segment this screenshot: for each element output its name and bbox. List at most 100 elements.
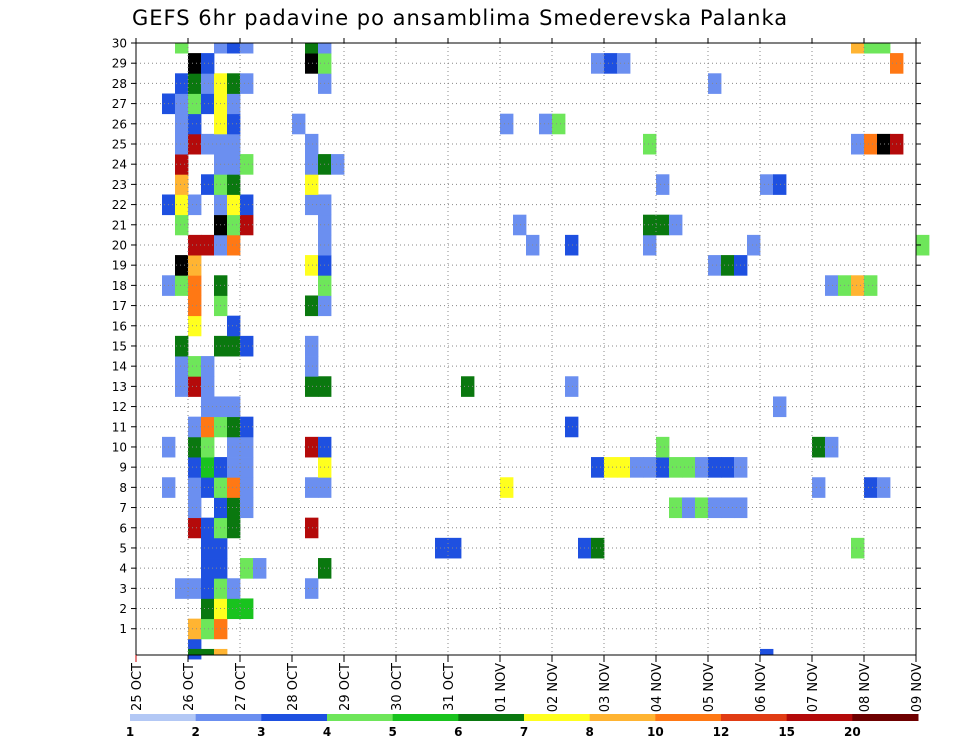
precip-cell: [448, 537, 462, 559]
y-tick-label: 23: [112, 178, 127, 192]
precip-cell: [201, 53, 215, 74]
precip-cell: [227, 214, 241, 236]
y-tick-label: 20: [112, 238, 127, 252]
precip-cell: [240, 598, 254, 620]
legend-label: 20: [844, 725, 861, 739]
precip-cell: [708, 457, 722, 478]
precip-cell: [201, 356, 215, 377]
x-tick-label: 01 NOV: [494, 663, 509, 712]
y-tick-label: 8: [119, 481, 127, 495]
precip-cell: [253, 558, 267, 579]
y-tick-label: 18: [112, 279, 127, 293]
precip-cell: [201, 648, 215, 656]
precip-cell: [175, 194, 189, 216]
y-tick-label: 11: [112, 420, 127, 434]
precip-cell: [201, 477, 215, 498]
x-tick-label: 02 NOV: [546, 663, 561, 712]
precip-cell: [669, 214, 683, 236]
precip-cell: [760, 648, 774, 656]
y-tick-label: 30: [112, 37, 127, 51]
chart-title: GEFS 6hr padavine po ansamblima Smederev…: [132, 6, 789, 30]
legend-swatch: [721, 714, 788, 721]
precip-cell: [864, 477, 878, 498]
legend-swatch: [524, 714, 591, 721]
precip-cell: [240, 436, 254, 458]
precip-cell: [318, 43, 332, 54]
precip-cell: [227, 396, 241, 418]
precip-cell: [305, 517, 319, 539]
y-tick-label: 5: [119, 541, 127, 555]
precip-cell: [227, 335, 241, 357]
precip-cell: [851, 133, 865, 155]
precip-cell: [227, 93, 241, 115]
precip-cell: [708, 497, 722, 519]
precip-cell: [188, 255, 202, 276]
precip-cell: [669, 497, 683, 519]
y-tick-label: 6: [119, 521, 127, 535]
precip-cell: [695, 497, 709, 519]
precip-cell: [227, 416, 241, 438]
legend-swatch: [589, 714, 656, 721]
y-tick-label: 13: [112, 380, 127, 394]
precip-cell: [851, 43, 865, 54]
precip-cell: [188, 497, 202, 519]
precip-cell: [201, 578, 215, 599]
precip-cell: [201, 457, 215, 478]
legend-label: 8: [585, 725, 593, 739]
precip-cell: [240, 43, 254, 54]
color-legend: 1 2 3 4 5 6 7 8 10 12 15 20: [126, 714, 919, 739]
precip-cell: [656, 214, 670, 236]
precip-cell: [188, 315, 202, 337]
x-tick-label: 29 OCT: [338, 663, 353, 711]
x-tick-label: 31 OCT: [442, 663, 457, 711]
precip-cell: [188, 194, 202, 216]
x-tick-label: 30 OCT: [390, 663, 405, 711]
precip-cell: [227, 113, 241, 135]
precip-cell: [812, 477, 826, 498]
precip-cell: [760, 174, 774, 195]
precip-cell: [188, 457, 202, 478]
precip-cell: [188, 275, 202, 296]
precip-cell: [227, 234, 241, 256]
precip-cell: [305, 154, 319, 175]
precip-cell: [227, 457, 241, 478]
precip-cell: [188, 618, 202, 640]
y-tick-label: 7: [119, 501, 127, 515]
precip-cell: [240, 194, 254, 216]
precip-cell: [188, 436, 202, 458]
x-tick-label: 25 OCT: [130, 663, 145, 711]
y-tick-label: 16: [112, 319, 127, 333]
precip-cell: [188, 477, 202, 498]
y-tick-label: 27: [112, 97, 127, 111]
precip-cell: [435, 537, 449, 559]
x-tick-label: 05 NOV: [702, 663, 717, 712]
precip-cell: [227, 43, 241, 54]
legend-label: 15: [778, 725, 795, 739]
precip-cell: [617, 53, 631, 74]
precip-cell: [591, 457, 605, 478]
precip-cell: [656, 457, 670, 478]
precip-cell: [292, 113, 306, 135]
precip-cell: [305, 174, 319, 195]
y-tick-label: 17: [112, 299, 127, 313]
precip-cell: [656, 174, 670, 195]
precip-cell: [240, 73, 254, 94]
precip-cell: [656, 436, 670, 458]
precip-cell: [643, 457, 657, 478]
precip-cell: [643, 133, 657, 155]
x-tick-label: 04 NOV: [650, 663, 665, 712]
precip-cell: [721, 457, 735, 478]
precip-cell: [305, 436, 319, 458]
x-tick-label: 08 NOV: [858, 663, 873, 712]
precip-cell: [188, 113, 202, 135]
x-tick-label: 06 NOV: [754, 663, 769, 712]
precip-cell: [539, 113, 553, 135]
precip-cell: [565, 234, 579, 256]
y-tick-label: 22: [112, 198, 127, 212]
x-tick-label: 03 NOV: [598, 663, 613, 712]
precip-cell: [188, 517, 202, 539]
precip-cell: [240, 335, 254, 357]
precip-cell: [617, 457, 631, 478]
precip-cell: [240, 457, 254, 478]
